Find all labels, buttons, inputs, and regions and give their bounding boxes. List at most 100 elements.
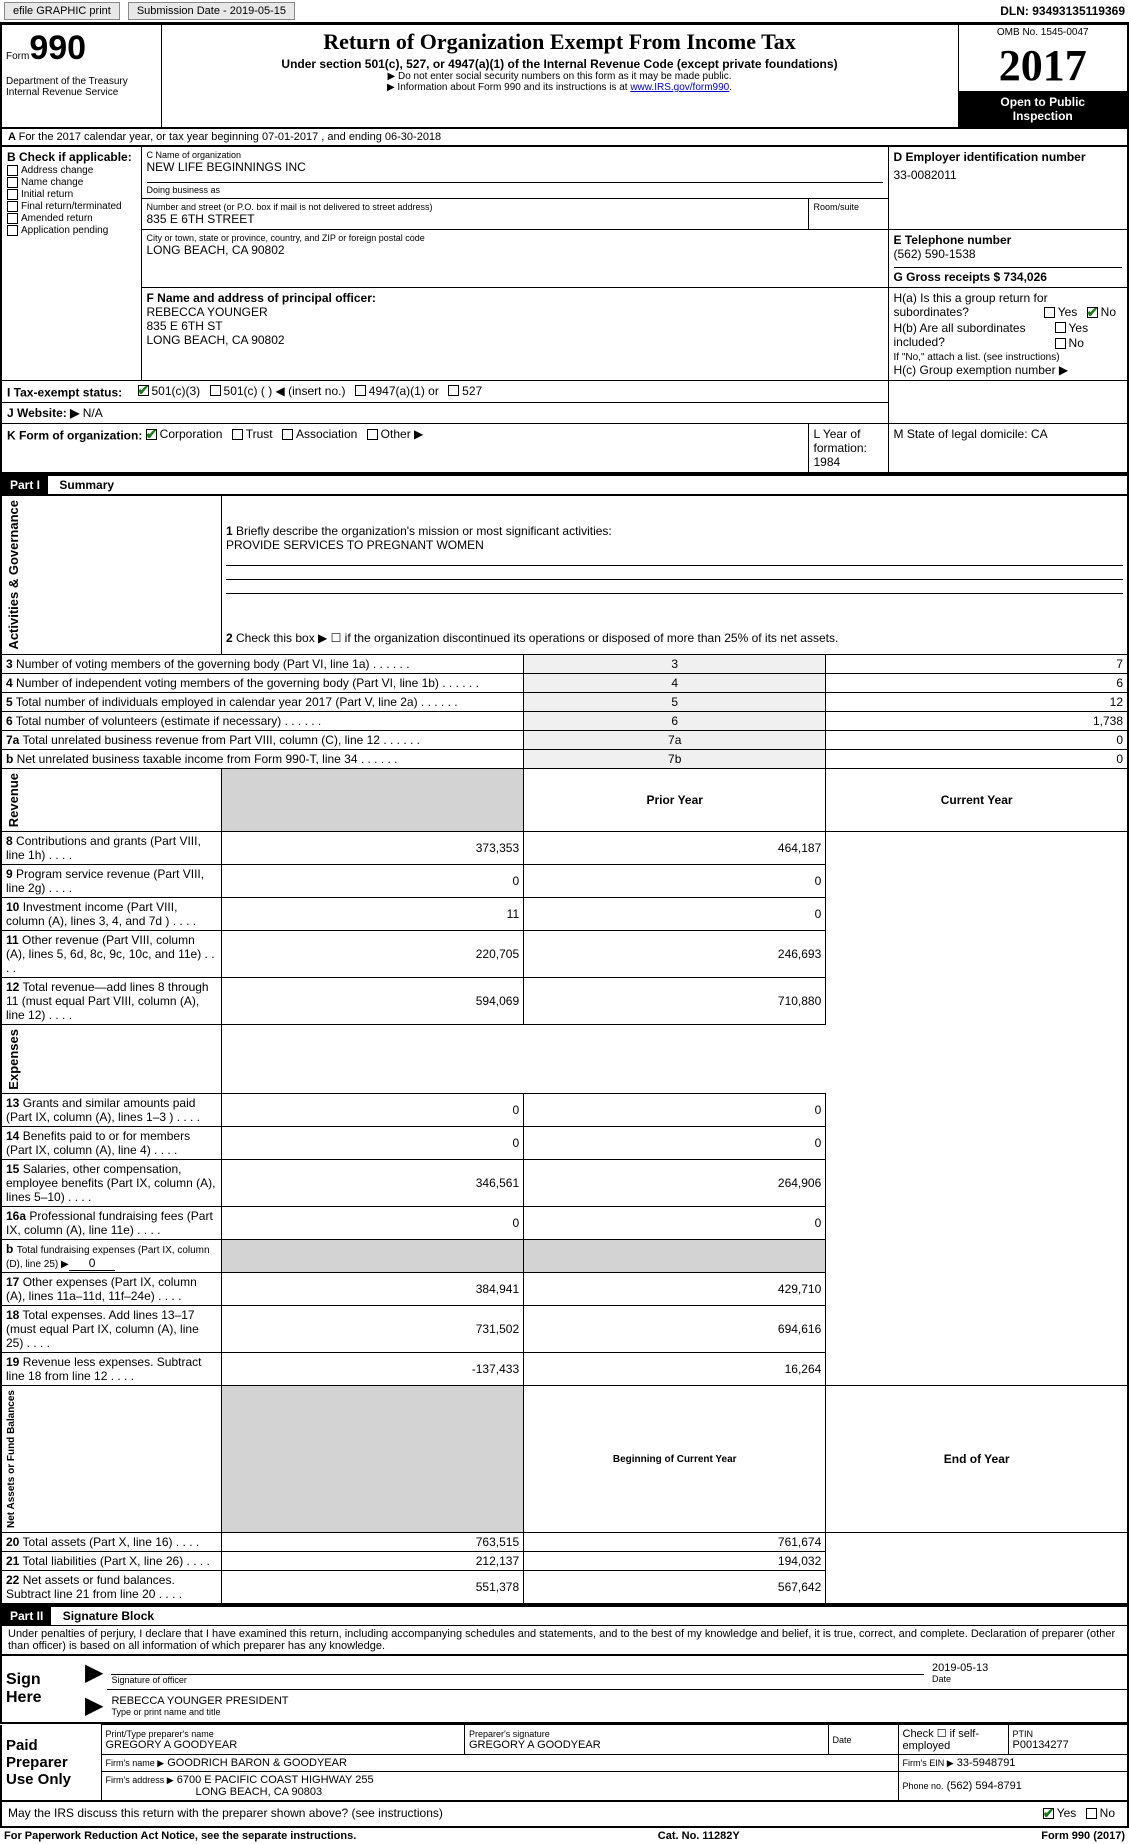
l1-text: Briefly describe the organization's miss… (236, 524, 612, 538)
ptin: P00134277 (1013, 1739, 1124, 1751)
firm-phone-lbl: Phone no. (903, 1781, 944, 1791)
501c3-checkbox[interactable] (138, 385, 149, 396)
firm-addr1: 6700 E PACIFIC COAST HIGHWAY 255 (177, 1774, 374, 1786)
room-label: Room/suite (814, 202, 883, 212)
col-prior: Prior Year (524, 768, 826, 831)
gov-row: b Net unrelated business taxable income … (1, 749, 1128, 768)
city-value: LONG BEACH, CA 90802 (147, 243, 883, 257)
firm-addr-lbl: Firm's address ▶ (106, 1775, 174, 1785)
side-net: Net Assets or Fund Balances (2, 1386, 21, 1532)
submission-date-button[interactable]: Submission Date - 2019-05-15 (128, 2, 295, 20)
gov-row: 7a Total unrelated business revenue from… (1, 730, 1128, 749)
col-beg: Beginning of Current Year (524, 1386, 826, 1533)
part2-title: Part II (2, 1607, 51, 1625)
rev-row: 9 Program service revenue (Part VIII, li… (1, 864, 1128, 897)
secB-item[interactable]: Name change (7, 177, 136, 188)
city-label: City or town, state or province, country… (147, 233, 883, 243)
secB-item[interactable]: Application pending (7, 225, 136, 236)
hb-no-checkbox[interactable] (1055, 338, 1066, 349)
form-subtitle-2: ▶ Do not enter social security numbers o… (166, 71, 954, 82)
sign-here: Sign Here (1, 1656, 81, 1723)
date-lbl: Date (932, 1674, 1123, 1684)
527-checkbox[interactable] (448, 385, 459, 396)
part1-table: Activities & Governance 1 Briefly descri… (0, 495, 1129, 1605)
trust-checkbox[interactable] (232, 429, 243, 440)
discuss-yes-checkbox[interactable] (1043, 1808, 1054, 1819)
footer-center: Cat. No. 11282Y (658, 1830, 740, 1842)
secB-item[interactable]: Address change (7, 165, 136, 176)
form-number: 990 (29, 29, 86, 67)
top-bar: efile GRAPHIC print Submission Date - 20… (0, 0, 1129, 23)
l1-value: PROVIDE SERVICES TO PREGNANT WOMEN (226, 538, 484, 552)
form-org-label: K Form of organization: (7, 429, 142, 443)
rev-row: 11 Other revenue (Part VIII, column (A),… (1, 930, 1128, 977)
dln-label: DLN: 93493135119369 (1000, 4, 1125, 18)
form-title: Return of Organization Exempt From Incom… (166, 29, 954, 55)
corp-checkbox[interactable] (146, 429, 157, 440)
firm-name-lbl: Firm's name ▶ (106, 1758, 165, 1768)
gov-row: 6 Total number of volunteers (estimate i… (1, 711, 1128, 730)
officer-addr1: 835 E 6TH ST (147, 319, 883, 333)
discuss-row: May the IRS discuss this return with the… (0, 1802, 1129, 1828)
prep-date-lbl: Date (833, 1735, 894, 1745)
efile-button[interactable]: efile GRAPHIC print (4, 2, 120, 20)
state-domicile: M State of legal domicile: CA (888, 424, 1128, 474)
preparer-block: Paid Preparer Use Only Print/Type prepar… (0, 1724, 1129, 1802)
sig-date: 2019-05-13 (932, 1662, 1123, 1674)
net-row: 20 Total assets (Part X, line 16) . . . … (1, 1533, 1128, 1552)
firm-phone: (562) 594-8791 (947, 1780, 1022, 1792)
col-curr: Current Year (826, 768, 1128, 831)
gross-receipts: G Gross receipts $ 734,026 (894, 267, 1123, 284)
addr-value: 835 E 6TH STREET (147, 212, 803, 226)
secB-item[interactable]: Amended return (7, 213, 136, 224)
501c-checkbox[interactable] (210, 385, 221, 396)
firm-name: GOODRICH BARON & GOODYEAR (167, 1757, 347, 1769)
footer: For Paperwork Reduction Act Notice, see … (0, 1828, 1129, 1844)
omb-no: OMB No. 1545-0047 (959, 25, 1128, 40)
sig-officer-lbl: Signature of officer (111, 1675, 924, 1685)
firm-ein: 33-5948791 (957, 1757, 1016, 1769)
gov-row: 3 Number of voting members of the govern… (1, 654, 1128, 673)
secB-item[interactable]: Initial return (7, 189, 136, 200)
form-word: Form (6, 51, 29, 62)
firm-ein-lbl: Firm's EIN ▶ (903, 1758, 954, 1768)
irs-label: Internal Revenue Service (6, 87, 157, 98)
4947-checkbox[interactable] (355, 385, 366, 396)
ha-sub: subordinates? (894, 305, 969, 321)
ha-no-checkbox[interactable] (1087, 307, 1098, 318)
exp-row: 16a Professional fundraising fees (Part … (1, 1207, 1128, 1240)
dba-label: Doing business as (147, 182, 883, 195)
rev-row: 8 Contributions and grants (Part VIII, l… (1, 831, 1128, 864)
secB-label: B Check if applicable: (7, 150, 136, 164)
sign-arrow-icon-2: ▶ (81, 1689, 107, 1723)
tel-label: E Telephone number (894, 233, 1123, 247)
exp-row: 15 Salaries, other compensation, employe… (1, 1160, 1128, 1207)
officer-name: REBECCA YOUNGER (147, 305, 883, 319)
footer-left: For Paperwork Reduction Act Notice, see … (4, 1830, 356, 1842)
form990-link[interactable]: www.IRS.gov/form990 (630, 82, 729, 93)
assoc-checkbox[interactable] (282, 429, 293, 440)
exp-row: 14 Benefits paid to or for members (Part… (1, 1127, 1128, 1160)
hb-yes-checkbox[interactable] (1055, 322, 1066, 333)
self-emp: Check ☐ if self-employed (898, 1725, 1008, 1755)
officer-typed-name: REBECCA YOUNGER PRESIDENT (111, 1695, 1123, 1707)
org-name: NEW LIFE BEGINNINGS INC (147, 160, 883, 174)
ha-yes-checkbox[interactable] (1044, 307, 1055, 318)
other-checkbox[interactable] (367, 429, 378, 440)
rev-row: 12 Total revenue—add lines 8 through 11 … (1, 977, 1128, 1024)
discuss-no-checkbox[interactable] (1086, 1808, 1097, 1819)
paid-preparer: Paid Preparer Use Only (1, 1725, 101, 1802)
net-row: 21 Total liabilities (Part X, line 26) .… (1, 1552, 1128, 1571)
perjury-decl: Under penalties of perjury, I declare th… (0, 1626, 1129, 1656)
exp-row: 13 Grants and similar amounts paid (Part… (1, 1094, 1128, 1127)
prep-sig-lbl: Preparer's signature (469, 1729, 824, 1739)
prep-name: GREGORY A GOODYEAR (106, 1739, 461, 1751)
l2-text: Check this box ▶ ☐ if the organization d… (236, 631, 838, 645)
secB-item[interactable]: Final return/terminated (7, 201, 136, 212)
officer-label: F Name and address of principal officer: (147, 291, 883, 305)
org-name-label: C Name of organization (147, 150, 883, 160)
col-end: End of Year (826, 1386, 1128, 1533)
dept-treasury: Department of the Treasury (6, 76, 157, 87)
identity-block: B Check if applicable: Address changeNam… (0, 146, 1129, 474)
hb-label: H(b) Are all subordinates included? (894, 321, 1055, 352)
